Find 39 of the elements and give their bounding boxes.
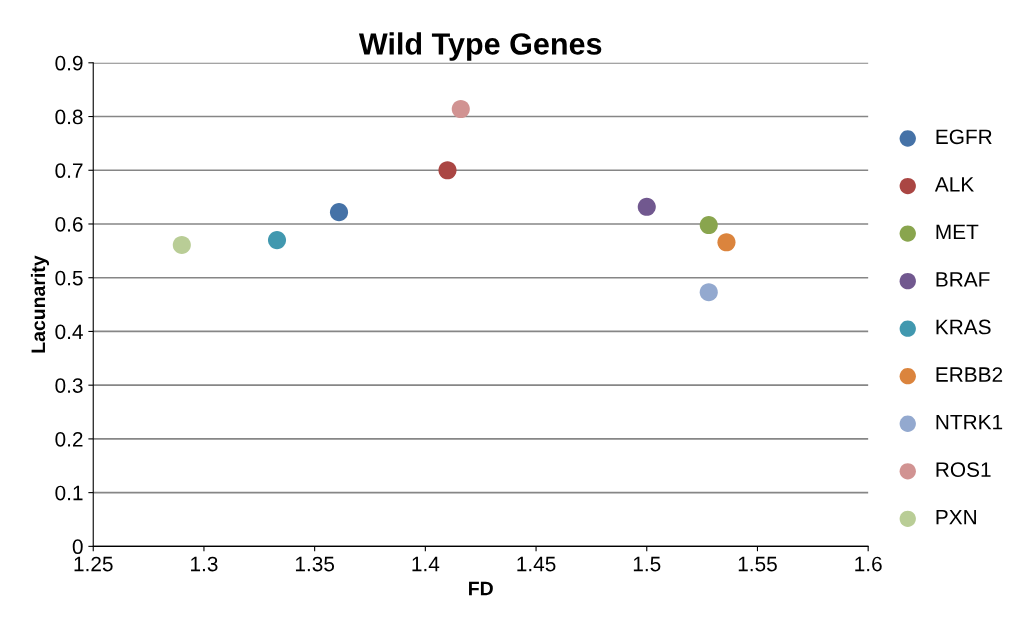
x-tick-label: 1.4 <box>412 556 440 572</box>
y-tick-label: 0.5 <box>55 270 83 286</box>
y-tick-label: 0.9 <box>55 55 83 71</box>
legend-label: MET <box>936 224 979 240</box>
y-tick-label: 0.3 <box>55 378 83 393</box>
y-tick-label: 0.6 <box>55 216 83 232</box>
point <box>717 233 736 252</box>
y-tick-label: 0 <box>72 539 83 555</box>
chart-title: Wild Type Genes <box>358 32 602 61</box>
point <box>438 161 457 180</box>
y-tick-label: 0.8 <box>55 109 83 125</box>
point <box>699 283 718 302</box>
legend-label: NTRK1 <box>936 414 1003 430</box>
legend-label: KRAS <box>936 319 991 335</box>
legend-label: EGFR <box>936 129 992 145</box>
x-axis-title: FD <box>469 581 493 596</box>
point <box>267 231 287 250</box>
legend-label: BRAF <box>936 272 990 287</box>
y-tick-label: 0.1 <box>55 485 83 501</box>
y-tick-label: 0.7 <box>55 163 83 179</box>
legend-label: ALK <box>934 177 974 192</box>
legend-label: ROS1 <box>936 462 991 477</box>
point <box>699 216 718 235</box>
y-tick-label: 0.4 <box>55 324 83 340</box>
y-tick-label: 0.2 <box>55 431 83 447</box>
point <box>172 235 191 254</box>
legend-label: PXN <box>936 510 976 525</box>
legend-label: ERBB2 <box>936 367 1003 382</box>
point <box>451 99 470 119</box>
x-tick-label: 1.5 <box>633 556 661 572</box>
y-axis-title: Lacunarity <box>30 255 49 353</box>
point <box>637 197 656 216</box>
x-tick-label: 1.3 <box>191 556 218 572</box>
x-tick-label: 1.35 <box>295 556 335 572</box>
x-tick-label: 1.45 <box>517 556 556 572</box>
x-tick-label: 1.55 <box>738 556 777 572</box>
point <box>329 203 349 222</box>
x-tick-label: 1.6 <box>855 556 882 572</box>
x-tick-label: 1.25 <box>74 556 113 572</box>
